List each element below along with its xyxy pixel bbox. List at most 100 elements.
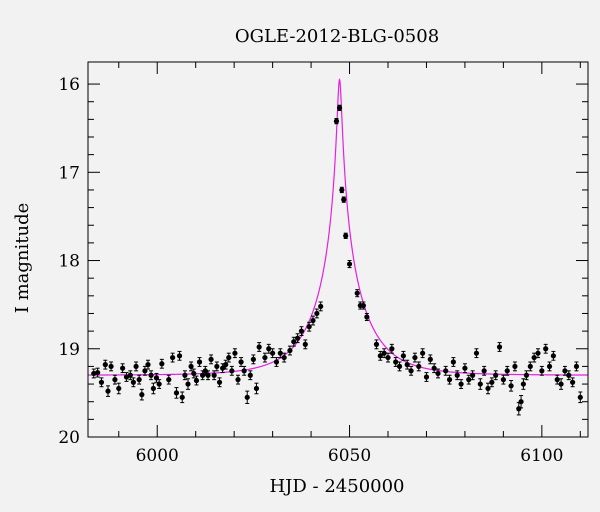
data-point (156, 379, 162, 389)
data-point (314, 308, 320, 319)
data-point (520, 378, 526, 390)
data-marker (500, 377, 506, 383)
data-marker (95, 369, 101, 376)
data-marker (531, 354, 537, 361)
data-point (373, 339, 380, 350)
data-marker (277, 350, 283, 356)
data-point (527, 361, 533, 372)
data-point (466, 374, 472, 385)
data-marker (389, 346, 395, 352)
data-point (202, 365, 208, 376)
data-marker (98, 379, 105, 385)
data-marker (520, 381, 526, 387)
data-point (166, 374, 172, 385)
data-point (458, 379, 464, 389)
data-point (216, 377, 223, 388)
data-point (546, 361, 553, 372)
data-point (145, 359, 151, 370)
data-marker (543, 346, 549, 352)
data-marker (443, 368, 449, 374)
data-point (377, 350, 383, 361)
data-point (127, 370, 133, 381)
data-marker (211, 372, 217, 378)
data-marker (527, 363, 533, 370)
data-marker (404, 362, 410, 368)
data-marker (148, 372, 154, 378)
data-marker (133, 363, 139, 370)
data-point (232, 348, 238, 359)
data-point (427, 354, 433, 365)
data-marker (554, 377, 560, 383)
data-point (191, 368, 197, 379)
data-point (302, 339, 308, 350)
data-marker (333, 118, 340, 124)
data-point (116, 382, 122, 395)
data-marker (214, 363, 220, 370)
data-point (577, 391, 583, 404)
data-point (400, 350, 406, 361)
data-point (336, 104, 343, 112)
data-marker (200, 372, 206, 378)
data-point (489, 377, 495, 388)
data-marker (470, 372, 476, 378)
data-marker (287, 347, 293, 354)
data-marker (241, 368, 247, 374)
data-marker (396, 363, 403, 370)
chart-title: OGLE-2012-BLG-0508 (235, 26, 439, 47)
data-point (130, 377, 136, 388)
data-marker (223, 362, 229, 368)
data-marker (381, 350, 387, 356)
data-point (235, 374, 241, 385)
data-marker (262, 354, 268, 361)
data-point (205, 370, 211, 381)
data-point (139, 388, 145, 401)
data-marker (156, 381, 162, 387)
data-point (339, 186, 345, 194)
data-marker (182, 372, 188, 378)
data-marker (298, 328, 305, 334)
data-point (408, 365, 414, 376)
data-marker (508, 383, 514, 389)
data-point (306, 321, 312, 332)
data-marker (377, 353, 383, 359)
data-point (223, 359, 229, 370)
data-marker (346, 261, 353, 267)
data-point (508, 380, 514, 392)
data-marker (485, 385, 491, 392)
data-marker (216, 379, 223, 385)
data-marker (339, 187, 345, 193)
data-marker (518, 399, 524, 405)
data-point (238, 357, 244, 367)
data-marker (108, 363, 114, 370)
data-marker (244, 394, 250, 400)
data-point (512, 361, 518, 372)
data-marker (473, 350, 480, 356)
data-marker (477, 381, 483, 387)
data-point (98, 377, 105, 388)
data-point (95, 367, 101, 378)
data-point (354, 289, 360, 298)
data-marker (577, 394, 583, 400)
data-point (558, 378, 564, 390)
data-point (364, 312, 370, 322)
data-point (105, 385, 111, 397)
data-marker (102, 362, 108, 368)
data-point (310, 315, 316, 326)
data-marker (170, 354, 176, 361)
data-point (244, 390, 250, 404)
plot-frame (87, 61, 589, 438)
data-point (176, 350, 183, 361)
data-marker (270, 350, 276, 356)
data-point (229, 365, 235, 376)
data-point (470, 370, 476, 381)
data-point (385, 352, 391, 363)
data-point (256, 342, 262, 352)
axis-tick-labels: 6000 6050 6100 16 17 18 19 20 (58, 75, 563, 466)
data-marker (408, 368, 414, 374)
data-marker (310, 317, 316, 324)
data-marker (281, 354, 287, 361)
data-marker (336, 105, 343, 111)
data-marker (314, 310, 320, 317)
y-tick-label: 19 (58, 340, 80, 360)
y-tick-label: 18 (58, 252, 80, 272)
